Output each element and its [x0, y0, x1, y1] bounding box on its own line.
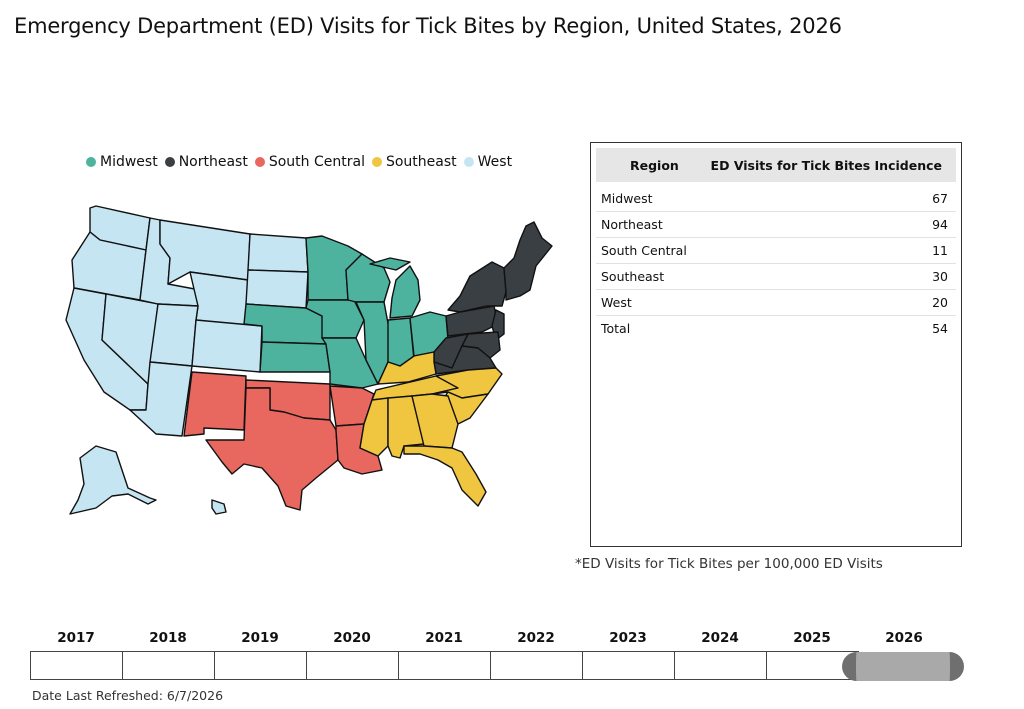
- table-row[interactable]: Southeast 30: [596, 263, 956, 290]
- year-slot-2019[interactable]: [214, 651, 307, 680]
- state-michigan[interactable]: [369, 257, 421, 319]
- year-label: 2021: [425, 630, 463, 646]
- year-label: 2017: [57, 630, 95, 646]
- table-row[interactable]: Northeast 94: [596, 211, 956, 238]
- state-utah[interactable]: [149, 303, 199, 367]
- state-new-mexico[interactable]: [183, 371, 247, 437]
- page-title: Emergency Department (ED) Visits for Tic…: [14, 14, 842, 38]
- legend-item-west[interactable]: West: [463, 154, 513, 170]
- legend-dot-southeast: [371, 157, 382, 167]
- legend-item-south-central[interactable]: South Central: [254, 154, 365, 170]
- legend-dot-northeast: [164, 157, 175, 167]
- legend-dot-west: [463, 157, 474, 167]
- row-region: Northeast: [601, 217, 663, 232]
- state-kentucky[interactable]: [377, 351, 437, 385]
- year-slot-2017[interactable]: [30, 651, 123, 680]
- column-header-incidence[interactable]: ED Visits for Tick Bites Incidence: [710, 158, 942, 173]
- state-south-dakota[interactable]: [245, 269, 309, 309]
- year-label: 2019: [241, 630, 279, 646]
- state-colorado[interactable]: [191, 319, 263, 373]
- legend-label: Midwest: [100, 154, 158, 170]
- year-label: 2020: [333, 630, 371, 646]
- year-slot-2018[interactable]: [122, 651, 215, 680]
- state-texas[interactable]: [205, 387, 339, 511]
- table-row[interactable]: South Central 11: [596, 237, 956, 264]
- table-row[interactable]: West 20: [596, 289, 956, 316]
- year-label: 2022: [517, 630, 555, 646]
- year-label: 2023: [609, 630, 647, 646]
- year-slot-2024[interactable]: [674, 651, 767, 680]
- table-header: Region ED Visits for Tick Bites Incidenc…: [596, 148, 956, 182]
- row-region: South Central: [601, 243, 687, 258]
- row-region: Southeast: [601, 269, 665, 284]
- row-region: Midwest: [601, 191, 653, 206]
- row-region: West: [601, 295, 632, 310]
- state-north-dakota[interactable]: [247, 233, 309, 273]
- state-florida[interactable]: [403, 445, 487, 507]
- year-slider-handle[interactable]: [842, 652, 964, 681]
- state-virginia[interactable]: [433, 345, 497, 375]
- state-kansas[interactable]: [259, 341, 331, 373]
- year-slot-2021[interactable]: [398, 651, 491, 680]
- year-label: 2025: [793, 630, 831, 646]
- row-value: 94: [932, 217, 948, 232]
- legend-label: West: [477, 154, 513, 170]
- year-slider[interactable]: [30, 651, 965, 682]
- us-region-map: [65, 205, 553, 515]
- state-hawaii[interactable]: [211, 499, 227, 515]
- legend-label: Northeast: [178, 154, 248, 170]
- year-slot-2020[interactable]: [306, 651, 399, 680]
- legend-item-midwest[interactable]: Midwest: [86, 154, 158, 170]
- row-value: 11: [932, 243, 948, 258]
- year-slot-2022[interactable]: [490, 651, 583, 680]
- row-value: 67: [932, 191, 948, 206]
- year-slot-2023[interactable]: [582, 651, 675, 680]
- row-region: Total: [601, 321, 631, 336]
- table-row-total[interactable]: Total 54: [596, 315, 956, 341]
- legend-dot-midwest: [86, 157, 96, 167]
- state-arizona[interactable]: [129, 361, 193, 437]
- column-header-region[interactable]: Region: [630, 158, 679, 173]
- legend-label: Southeast: [385, 154, 457, 170]
- row-value: 30: [932, 269, 948, 284]
- footnote: *ED Visits for Tick Bites per 100,000 ED…: [575, 556, 883, 572]
- year-label: 2018: [149, 630, 187, 646]
- row-value: 54: [932, 321, 948, 336]
- legend-item-northeast[interactable]: Northeast: [164, 154, 248, 170]
- legend-label: South Central: [268, 154, 365, 170]
- state-wyoming[interactable]: [189, 271, 249, 327]
- date-last-refreshed: Date Last Refreshed: 6/7/2026: [32, 688, 224, 703]
- year-label: 2026: [885, 630, 923, 646]
- legend-item-southeast[interactable]: Southeast: [371, 154, 457, 170]
- state-new-york[interactable]: [447, 261, 507, 313]
- region-table: Region ED Visits for Tick Bites Incidenc…: [590, 142, 962, 547]
- table-row[interactable]: Midwest 67: [596, 185, 956, 212]
- state-new-england[interactable]: [503, 221, 553, 301]
- state-alaska[interactable]: [69, 445, 157, 515]
- year-labels: 2017 2018 2019 2020 2021 2022 2023 2024 …: [30, 630, 950, 650]
- map-legend: Midwest Northeast South Central Southeas…: [86, 154, 519, 170]
- legend-dot-south-central: [254, 157, 265, 167]
- row-value: 20: [932, 295, 948, 310]
- year-label: 2024: [701, 630, 739, 646]
